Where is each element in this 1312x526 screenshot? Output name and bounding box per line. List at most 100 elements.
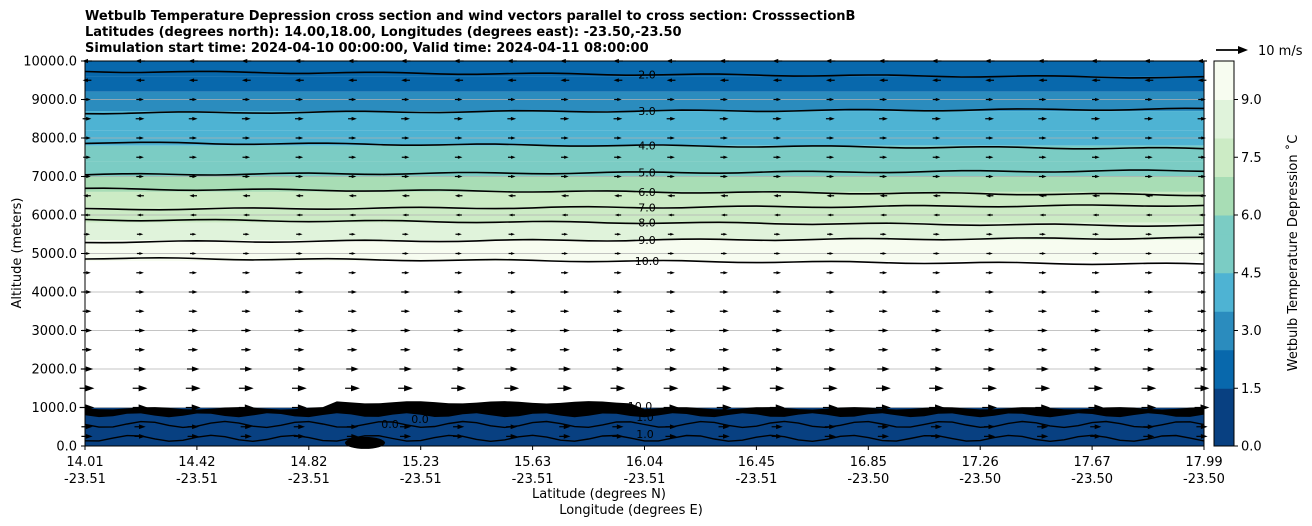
- wind-vector: [135, 78, 145, 83]
- wind-vector: [136, 136, 144, 140]
- wind-vector: [985, 97, 994, 102]
- wind-vector: [1145, 136, 1153, 140]
- contour-lines: [84, 70, 1205, 449]
- wind-vector: [614, 271, 622, 275]
- contour-band-3: [85, 111, 1204, 131]
- wind-vector: [188, 116, 198, 121]
- wind-vector: [825, 290, 835, 294]
- colorbar: 0.0 1.5 3.0 4.5 6.0 7.5 9.0: [1213, 60, 1262, 455]
- wind-vector: [504, 385, 520, 392]
- wind-vector: [241, 328, 252, 333]
- wind-vector: [561, 213, 569, 217]
- wind-vector: [1039, 252, 1046, 255]
- wind-vector: [348, 271, 357, 275]
- wind-vector: [932, 116, 941, 121]
- wind-key: 10 m/s: [1216, 44, 1303, 59]
- wind-vector: [345, 404, 360, 411]
- wind-vector: [932, 309, 941, 314]
- chart-title-line-3: Simulation start time: 2024-04-10 00:00:…: [85, 41, 649, 56]
- wind-vector: [879, 309, 888, 314]
- contour-dense-band: [85, 401, 1204, 418]
- contour-label-7.0: 7.0: [638, 201, 656, 214]
- wind-vector: [1038, 309, 1048, 314]
- wind-vector: [559, 424, 571, 430]
- wind-vector: [293, 424, 305, 430]
- wind-vector: [136, 232, 144, 236]
- colorbar-segment-0: [1214, 426, 1234, 447]
- y-tick-label-4: 4000.0: [32, 286, 78, 301]
- wind-vector: [398, 385, 413, 392]
- y-tick-label-3: 3000.0: [32, 324, 78, 339]
- wind-vector: [1035, 404, 1051, 411]
- colorbar-segment-11: [1214, 215, 1234, 235]
- wind-vector: [295, 136, 304, 140]
- wind-vector: [293, 434, 305, 439]
- wind-vector: [189, 194, 197, 198]
- wind-vector: [774, 213, 781, 217]
- wind-vector: [454, 78, 464, 83]
- wind-vector: [719, 347, 730, 352]
- y-tick-label-8: 8000.0: [32, 132, 78, 147]
- wind-vector: [1038, 290, 1048, 294]
- wind-vector: [136, 252, 144, 255]
- wind-vector: [827, 213, 834, 217]
- wind-vector: [667, 271, 675, 275]
- wind-vector: [454, 174, 463, 179]
- wind-vector: [347, 347, 358, 352]
- wind-vector: [822, 385, 838, 392]
- x-tick-lat-1: 14.42: [178, 455, 215, 470]
- wind-vector: [1145, 194, 1153, 198]
- wind-vector: [613, 78, 623, 83]
- wind-vector: [612, 424, 624, 430]
- wind-vector: [1145, 213, 1153, 217]
- wind-vector: [1038, 194, 1047, 198]
- wind-vector: [879, 97, 888, 102]
- wind-vector: [613, 309, 623, 314]
- wind-vector: [667, 232, 675, 236]
- wind-vector: [716, 404, 732, 411]
- wind-vector: [454, 116, 464, 121]
- wind-vector: [453, 347, 464, 352]
- x-tick-lon-3: -23.51: [400, 472, 442, 487]
- wind-vector: [559, 434, 571, 439]
- wind-vector: [560, 290, 570, 294]
- wind-vector: [1090, 424, 1102, 430]
- colorbar-segment-15: [1214, 138, 1234, 158]
- wind-vector: [1145, 155, 1153, 159]
- contour-labels: 2.0 3.0 4.0 5.0 6.0 7.0 8.0 9.0 10.0 10.0 0.0 0.0 1.…: [381, 68, 659, 441]
- wind-vector: [136, 213, 144, 217]
- wind-vector: [240, 424, 252, 430]
- wind-vector: [982, 404, 998, 411]
- wind-vector: [455, 213, 462, 217]
- wind-vector: [188, 328, 199, 333]
- wind-vector: [241, 309, 251, 314]
- x-tick-lon-6: -23.51: [735, 472, 777, 487]
- x-axis: 14.01 -23.51 14.42 -23.51 14.82 -23.51 15.23 -2…: [64, 446, 1225, 487]
- wind-vector: [614, 232, 622, 236]
- wind-vector: [398, 404, 413, 411]
- wind-vector: [295, 271, 304, 275]
- x-tick-lon-1: -23.51: [176, 472, 218, 487]
- wind-vector: [189, 136, 197, 140]
- wind-vector: [186, 366, 200, 372]
- wind-vector: [293, 366, 306, 372]
- wind-vector: [83, 213, 91, 217]
- wind-vector: [401, 97, 410, 102]
- y-tick-label-10: 10000.0: [23, 55, 77, 70]
- x-tick-lat-10: 17.99: [1185, 455, 1222, 470]
- wind-vector: [453, 434, 465, 439]
- x-tick-lat-5: 16.04: [626, 455, 663, 470]
- wind-vector: [663, 385, 679, 392]
- wind-vector: [876, 404, 891, 411]
- contour-label-4.0: 4.0: [638, 140, 656, 153]
- wind-vector: [930, 434, 943, 439]
- x-tick-lat-8: 17.26: [962, 455, 999, 470]
- wind-vector: [1145, 271, 1153, 275]
- wind-vector: [242, 174, 251, 179]
- wind-vector: [771, 434, 783, 439]
- wind-vector: [614, 97, 622, 102]
- wind-vector: [718, 424, 730, 430]
- wind-vector: [610, 404, 626, 411]
- wind-vector: [1090, 328, 1101, 333]
- wind-vector: [878, 347, 889, 352]
